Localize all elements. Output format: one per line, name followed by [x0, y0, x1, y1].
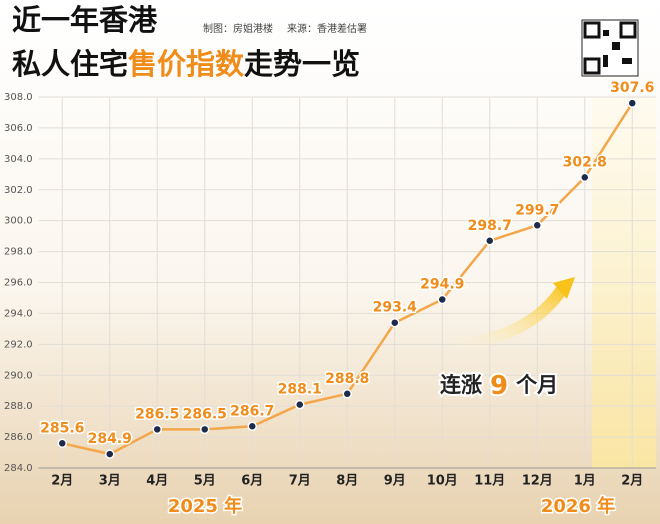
year-label: 2025 年 [168, 495, 242, 517]
title-part: 走势一览 [244, 47, 360, 81]
x-tick-label: 11月 [474, 474, 505, 489]
point [57, 438, 67, 449]
point [390, 317, 400, 328]
y-tick-label: 298.0 [4, 247, 33, 258]
y-tick-label: 306.0 [4, 123, 33, 134]
data-label: 288.8 [325, 371, 369, 387]
y-tick-label: 304.0 [4, 154, 33, 165]
plot: 284.0 286.0 288.0 290.0 292.0 294.0 296.0 298.0… [4, 92, 656, 489]
y-tick-label: 284.0 [4, 463, 33, 474]
title-part: 私人住宅 [12, 47, 128, 81]
x-tick-label: 7月 [289, 474, 311, 489]
point [295, 399, 305, 410]
point [580, 172, 590, 183]
annotation-part: 连涨 [440, 373, 482, 397]
y-tick-label: 302.0 [4, 185, 33, 196]
x-tick-label: 6月 [241, 474, 263, 489]
point [342, 389, 352, 399]
data-label: 302.8 [563, 154, 607, 170]
y-tick-label: 292.0 [4, 339, 33, 350]
point [105, 449, 115, 459]
trend-arrow-head [553, 277, 575, 299]
x-tick-label: 12月 [522, 474, 553, 489]
data-label: 288.1 [278, 382, 322, 398]
x-tick-label: 1月 [574, 474, 596, 489]
y-tick-label: 286.0 [4, 432, 33, 443]
data-label: 286.5 [135, 406, 179, 422]
data-label: 285.6 [40, 420, 84, 436]
point [437, 294, 447, 305]
y-tick-label: 288.0 [4, 401, 33, 412]
x-tick-label: 2月 [621, 474, 643, 489]
annotation: 连涨 9 个月 [440, 371, 558, 401]
qr-code [581, 19, 639, 77]
title-line2: 私人住宅售价指数走势一览 [12, 47, 360, 81]
x-tick-label: 4月 [146, 474, 168, 489]
point [200, 424, 210, 435]
x-tick-label: 9月 [384, 474, 406, 489]
y-tick-label: 294.0 [4, 308, 33, 319]
x-tick-label: 10月 [427, 474, 458, 489]
y-tick-label: 308.0 [4, 92, 33, 103]
annotation-number: 9 [490, 371, 508, 401]
point [532, 220, 542, 231]
x-tick-label: 2月 [51, 474, 73, 489]
point [627, 98, 637, 108]
data-label: 284.9 [88, 431, 132, 447]
data-label: 307.6 [610, 80, 654, 96]
x-tick-label: 5月 [194, 474, 216, 489]
point [485, 236, 495, 246]
data-label: 286.7 [230, 403, 274, 419]
data-label: 298.7 [468, 218, 512, 234]
data-label: 299.7 [515, 202, 559, 218]
y-tick-label: 296.0 [4, 278, 33, 289]
credit: 来源：香港差估署 [287, 22, 367, 35]
y-tick-label: 290.0 [4, 370, 33, 381]
point [152, 424, 162, 435]
x-tick-label: 8月 [336, 474, 358, 489]
data-label: 293.4 [373, 300, 418, 316]
title-line1: 近一年香港 [12, 3, 158, 37]
annotation-part: 个月 [516, 373, 558, 397]
data-label: 294.9 [420, 277, 464, 293]
trend-arrow [449, 281, 571, 351]
data-label: 286.5 [183, 406, 227, 422]
point [247, 421, 257, 432]
year-label: 2026 年 [541, 495, 615, 517]
x-tick-label: 3月 [99, 474, 121, 489]
credit: 制图：房姐港楼 [203, 22, 273, 35]
y-tick-label: 300.0 [4, 216, 33, 227]
title-highlight: 售价指数 [128, 47, 245, 81]
